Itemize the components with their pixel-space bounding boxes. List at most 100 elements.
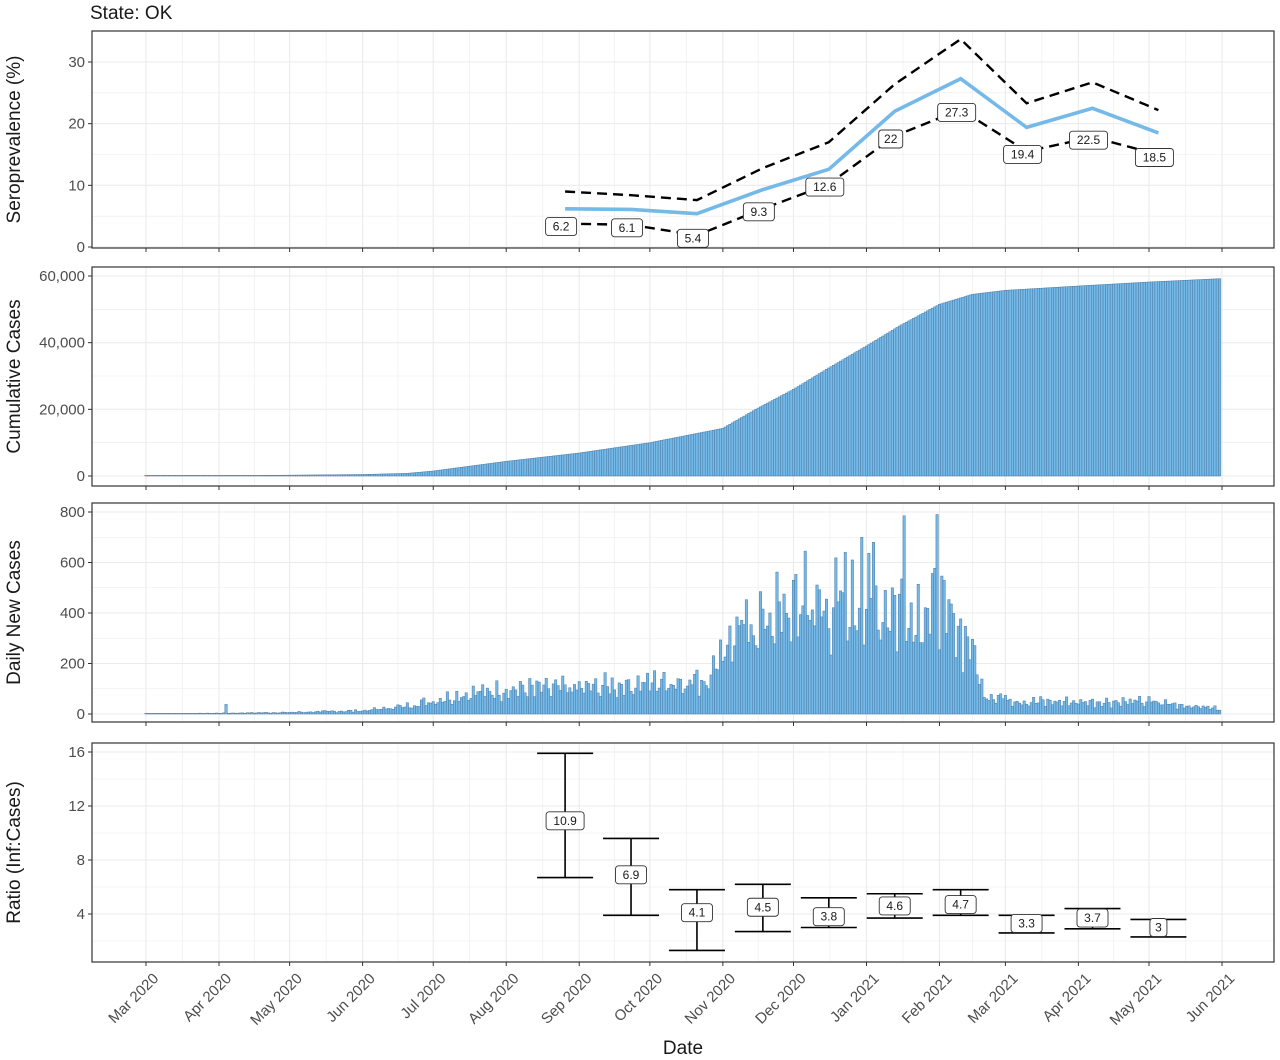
bar [582, 452, 586, 477]
bar [509, 460, 513, 477]
bar [438, 698, 442, 715]
bar [1032, 697, 1036, 715]
bar [182, 475, 186, 477]
bar [168, 475, 171, 477]
bar [238, 712, 242, 715]
bar [801, 383, 805, 477]
bar [417, 706, 421, 715]
bar [535, 680, 539, 715]
bar [992, 291, 996, 477]
bar [299, 474, 303, 477]
point-label: 12.6 [813, 180, 837, 194]
bar [394, 706, 398, 715]
bar [759, 591, 762, 715]
bar [380, 709, 383, 715]
bar [575, 689, 579, 715]
bar [577, 452, 581, 477]
bar [949, 300, 953, 477]
bar [309, 711, 313, 715]
bar [916, 584, 920, 715]
bar [1008, 289, 1012, 477]
bar [862, 644, 866, 715]
bar [172, 713, 176, 715]
bar [587, 683, 591, 715]
plot-area: 6.2 6.1 5.4 9.3 12.6 22 27.3 19.4 22.5 18.5 [545, 37, 1174, 248]
bar [865, 345, 868, 477]
bar [229, 475, 233, 477]
bar [311, 474, 315, 477]
bar [888, 331, 892, 477]
bar [1102, 284, 1106, 477]
bar [695, 669, 699, 715]
bar [676, 678, 680, 715]
bar [919, 642, 923, 715]
bar [412, 705, 416, 715]
bar [1199, 708, 1203, 715]
bar [1034, 288, 1038, 477]
bar [540, 457, 543, 477]
bar [832, 607, 835, 715]
bar [942, 580, 946, 715]
bar [730, 422, 734, 477]
bar [1135, 700, 1139, 715]
bar [627, 445, 631, 477]
bar [438, 469, 442, 477]
bar [624, 445, 628, 477]
bar [744, 599, 748, 715]
bar [415, 472, 419, 477]
bar [742, 624, 746, 715]
bar [403, 473, 407, 477]
bar [761, 608, 765, 715]
bar [876, 338, 880, 477]
point-label: 22 [884, 132, 898, 146]
bar [634, 444, 638, 477]
bar [537, 457, 541, 477]
x-tick-label: Apr 2020 [180, 970, 235, 1025]
bar [535, 457, 539, 477]
bar [443, 469, 447, 477]
bar [1074, 285, 1078, 477]
bar [1154, 281, 1158, 477]
bar [700, 432, 704, 477]
bar [1036, 702, 1040, 715]
bar [671, 437, 675, 477]
y-tick-label: 30 [68, 54, 85, 71]
bar [1133, 699, 1137, 715]
bar [210, 713, 214, 715]
bar [1107, 702, 1111, 715]
bar [883, 590, 887, 715]
bar [909, 602, 913, 715]
bar [309, 474, 313, 477]
bar [236, 712, 240, 715]
bar [787, 391, 791, 477]
bar [1109, 283, 1113, 477]
point-label: 3.7 [1084, 911, 1101, 925]
bar [978, 293, 981, 477]
bar [500, 461, 503, 477]
bar [664, 690, 668, 715]
bar [796, 636, 800, 715]
bar [339, 710, 343, 715]
bar [488, 463, 492, 477]
bar [462, 466, 466, 477]
bar [243, 713, 247, 715]
bar [146, 475, 150, 477]
bar [1112, 700, 1116, 715]
bar [596, 692, 600, 715]
panel-border [91, 742, 1275, 963]
bar [356, 711, 360, 715]
bar [1105, 697, 1109, 715]
bar [1112, 283, 1116, 477]
bar [1095, 701, 1099, 715]
bar [1003, 695, 1007, 715]
bar [615, 447, 619, 477]
y-tick-label: 12 [68, 798, 85, 815]
bar [370, 474, 374, 477]
bar [1022, 700, 1026, 715]
bar [952, 299, 956, 477]
bar [982, 697, 986, 715]
bar [810, 609, 814, 715]
bar [1093, 707, 1097, 715]
bar [930, 573, 934, 715]
